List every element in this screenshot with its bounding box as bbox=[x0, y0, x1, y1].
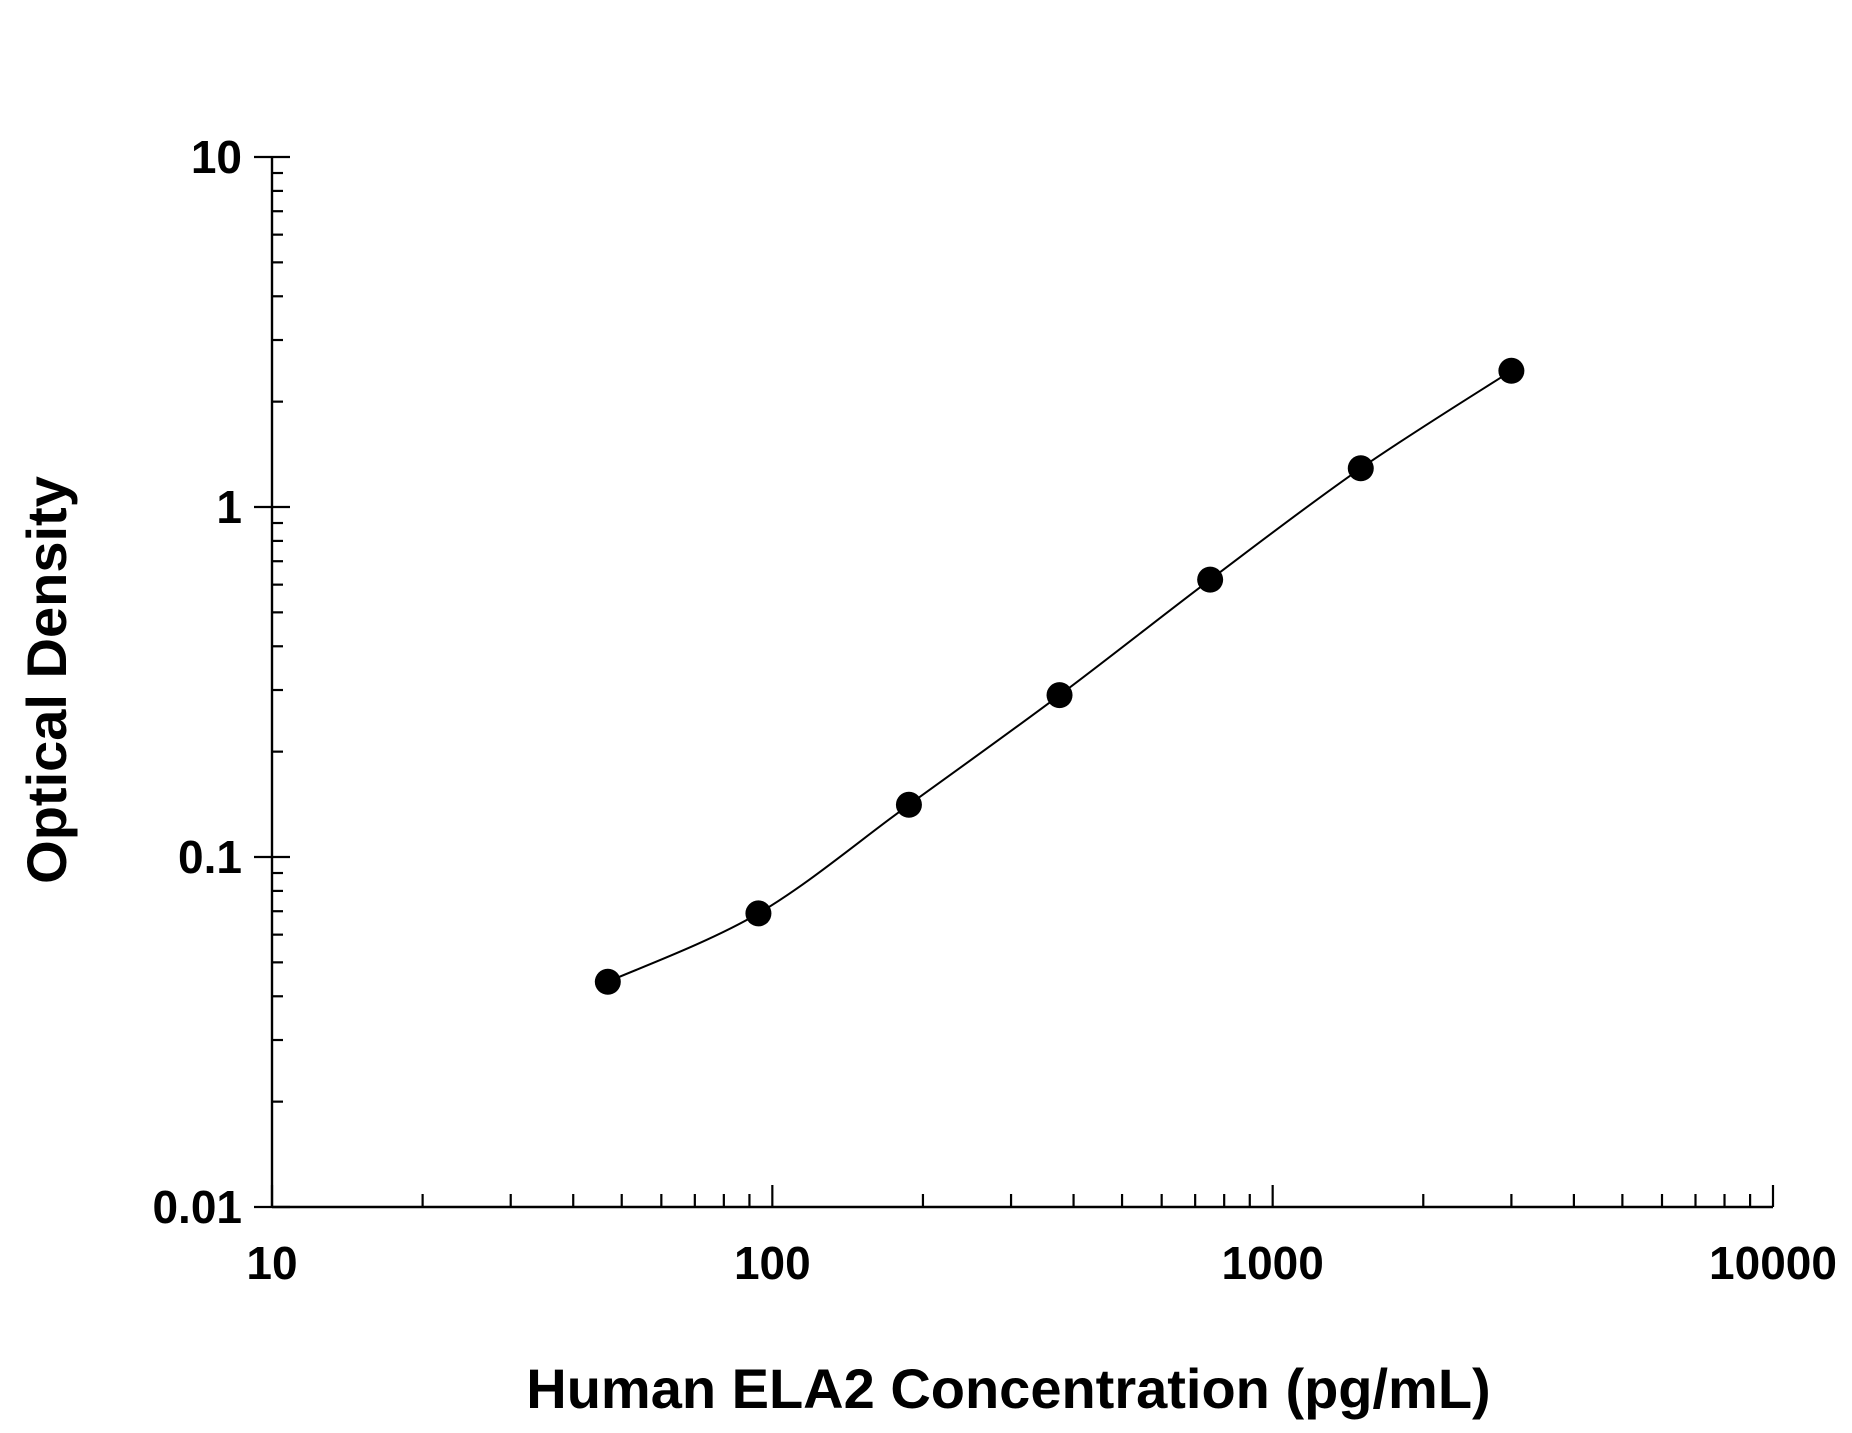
y-axis-title: Optical Density bbox=[15, 476, 78, 884]
data-point bbox=[745, 900, 772, 927]
tick-labels: 10 100 1000 10000 0.01 0.1 1 10 bbox=[152, 131, 1836, 1289]
ticks bbox=[254, 155, 1775, 1209]
y-tick-label: 0.01 bbox=[152, 1181, 242, 1233]
x-tick-label: 10 bbox=[246, 1237, 297, 1289]
data-point bbox=[594, 968, 621, 995]
x-axis-title: Human ELA2 Concentration (pg/mL) bbox=[526, 1357, 1490, 1420]
fit-curve-group bbox=[607, 369, 1512, 983]
y-tick-label: 0.1 bbox=[178, 831, 242, 883]
data-point bbox=[895, 791, 922, 818]
y-tick-label: 1 bbox=[216, 481, 242, 533]
data-point bbox=[1347, 455, 1374, 482]
data-points bbox=[594, 357, 1525, 995]
x-tick-label: 1000 bbox=[1221, 1237, 1323, 1289]
fit-curve bbox=[607, 369, 1512, 983]
data-point bbox=[1046, 682, 1073, 709]
y-tick-label: 10 bbox=[191, 131, 242, 183]
axes bbox=[270, 157, 1773, 1209]
x-tick-label: 10000 bbox=[1709, 1237, 1837, 1289]
data-point bbox=[1498, 357, 1525, 384]
x-tick-label: 100 bbox=[734, 1237, 811, 1289]
data-point bbox=[1197, 566, 1224, 593]
